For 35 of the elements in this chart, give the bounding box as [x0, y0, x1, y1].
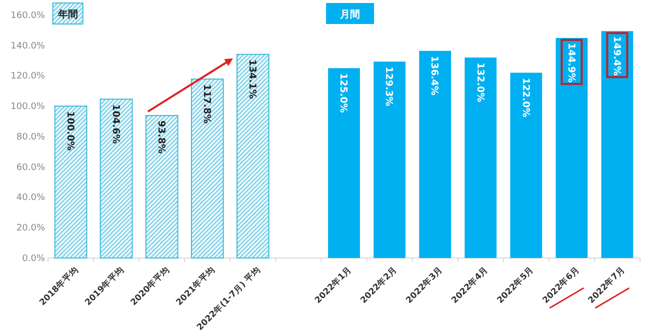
- bar: [54, 106, 88, 258]
- bar: [236, 54, 270, 258]
- data-label: 136.4%: [428, 56, 440, 96]
- y-tick-label: 140.0%: [10, 41, 46, 52]
- text: 月間: [339, 8, 360, 20]
- bar: [145, 115, 178, 258]
- data-label: 149.4%: [610, 36, 622, 76]
- bar: [190, 78, 224, 258]
- bar: [510, 72, 542, 258]
- bar: [464, 58, 497, 258]
- data-label: 93.8%: [156, 120, 167, 154]
- data-label: 122.0%: [520, 78, 531, 118]
- data-label: 100.0%: [64, 111, 76, 152]
- data-label: 125.0%: [338, 73, 349, 114]
- y-tick-label: 60.0%: [16, 162, 46, 173]
- y-tick-label: 20.0%: [16, 224, 46, 234]
- data-label: 129.3%: [383, 66, 394, 107]
- y-tick-label: 40.0%: [16, 193, 46, 204]
- bar: [601, 31, 634, 258]
- y-tick-label: 80.0%: [16, 132, 46, 142]
- bar: [419, 50, 452, 258]
- bar: [374, 62, 406, 258]
- y-tick-label: 160.0%: [10, 10, 46, 21]
- text: 年間: [56, 8, 78, 20]
- data-label: 144.9%: [565, 42, 576, 83]
- y-tick-label: 100.0%: [10, 102, 46, 112]
- data-label: 132.0%: [474, 62, 486, 103]
- bar: [328, 68, 360, 258]
- bar: [100, 98, 133, 258]
- data-label: 134.1%: [246, 59, 258, 100]
- data-label: 104.6%: [110, 104, 121, 144]
- bar: [556, 38, 588, 258]
- y-tick-label: 0.0%: [22, 254, 46, 264]
- data-label: 117.8%: [201, 84, 212, 124]
- y-tick-label: 120.0%: [10, 72, 46, 82]
